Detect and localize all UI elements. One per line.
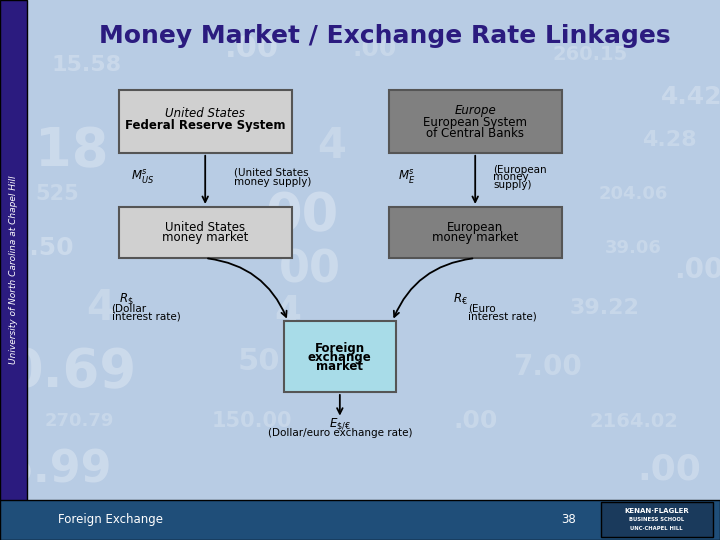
FancyBboxPatch shape (0, 0, 27, 540)
Text: 50: 50 (238, 347, 281, 376)
Text: European System: European System (423, 116, 527, 129)
Text: money market: money market (162, 231, 248, 244)
Text: .00: .00 (352, 37, 397, 60)
Text: (Dollar: (Dollar (112, 304, 147, 314)
Text: 204.06: 204.06 (599, 185, 668, 204)
Text: KENAN·FLAGLER: KENAN·FLAGLER (624, 508, 689, 514)
Text: 0.69: 0.69 (7, 347, 137, 399)
Text: .00: .00 (674, 256, 720, 284)
Text: Foreign Exchange: Foreign Exchange (58, 513, 163, 526)
Text: United States: United States (165, 221, 246, 234)
Text: 4.42: 4.42 (660, 85, 720, 109)
Text: UNC·CHAPEL HILL: UNC·CHAPEL HILL (630, 526, 683, 531)
Text: $E_{\$/€}$: $E_{\$/€}$ (329, 416, 351, 433)
Text: (European: (European (493, 165, 546, 174)
Text: 18: 18 (35, 125, 109, 177)
Text: United States: United States (166, 107, 245, 120)
Text: interest rate): interest rate) (468, 312, 536, 322)
Text: 4: 4 (86, 287, 115, 329)
Text: money supply): money supply) (234, 177, 311, 187)
Text: interest rate): interest rate) (112, 312, 180, 322)
Text: .00: .00 (453, 409, 498, 433)
Text: exchange: exchange (308, 351, 372, 364)
Text: Europe: Europe (454, 104, 496, 117)
Text: 4: 4 (274, 294, 302, 332)
Text: 150.00: 150.00 (212, 411, 292, 431)
Text: 4: 4 (317, 125, 346, 167)
FancyBboxPatch shape (389, 90, 562, 152)
Text: $M^s_{US}$: $M^s_{US}$ (131, 168, 154, 186)
Text: Foreign: Foreign (315, 342, 365, 355)
Text: of Central Banks: of Central Banks (426, 127, 524, 140)
Text: 00: 00 (279, 248, 341, 292)
FancyBboxPatch shape (0, 500, 720, 540)
Text: (Dollar/euro exchange rate): (Dollar/euro exchange rate) (268, 428, 412, 438)
Text: 525: 525 (36, 184, 79, 205)
Text: European: European (447, 221, 503, 234)
Text: .00: .00 (225, 34, 279, 63)
Text: (United States: (United States (234, 168, 309, 178)
Text: (Euro: (Euro (468, 304, 495, 314)
Text: 5.50: 5.50 (12, 237, 74, 260)
Text: 4: 4 (215, 119, 246, 162)
Text: University of North Carolina at Chapel Hill: University of North Carolina at Chapel H… (9, 176, 18, 364)
Text: supply): supply) (493, 180, 531, 190)
Text: $R_€$: $R_€$ (454, 292, 468, 307)
FancyBboxPatch shape (119, 206, 292, 258)
Text: .00: .00 (638, 453, 701, 487)
Text: 5.99: 5.99 (3, 448, 112, 491)
Text: $R_\$$: $R_\$$ (119, 292, 133, 308)
Text: 38: 38 (562, 513, 576, 526)
Text: 260.15: 260.15 (553, 44, 628, 64)
Text: 39.06: 39.06 (606, 239, 662, 258)
Text: 7.00: 7.00 (513, 353, 582, 381)
Text: Federal Reserve System: Federal Reserve System (125, 119, 285, 132)
Text: 4.28: 4.28 (642, 130, 697, 151)
Text: $M^s_E$: $M^s_E$ (398, 168, 415, 186)
Text: money: money (493, 172, 528, 182)
Text: BUSINESS SCHOOL: BUSINESS SCHOOL (629, 517, 684, 522)
Text: Money Market / Exchange Rate Linkages: Money Market / Exchange Rate Linkages (99, 24, 671, 48)
Text: money market: money market (432, 231, 518, 244)
Text: 2164.02: 2164.02 (589, 411, 678, 431)
FancyBboxPatch shape (389, 206, 562, 258)
FancyBboxPatch shape (119, 90, 292, 152)
FancyBboxPatch shape (284, 321, 396, 392)
Text: 39.22: 39.22 (570, 298, 640, 318)
Text: market: market (316, 360, 364, 373)
FancyBboxPatch shape (601, 502, 713, 537)
Text: 15.58: 15.58 (51, 55, 122, 75)
Text: 270.79: 270.79 (45, 412, 114, 430)
Text: 00: 00 (266, 190, 339, 242)
